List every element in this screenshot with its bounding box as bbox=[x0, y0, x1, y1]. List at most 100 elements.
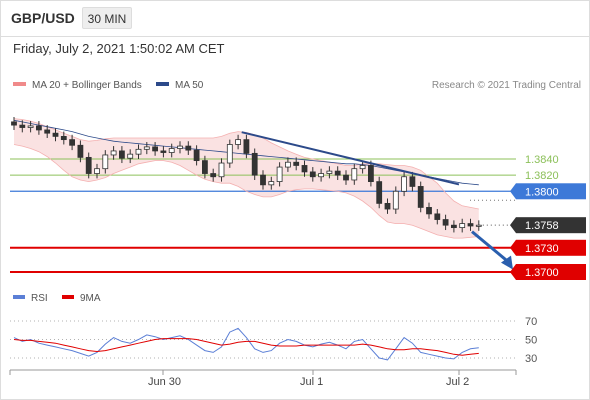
legend-rsi-ma: 9MA bbox=[62, 293, 101, 304]
candle-body bbox=[110, 150, 117, 156]
candle-body bbox=[168, 148, 175, 153]
legend-ma50: MA 50 bbox=[156, 80, 203, 91]
level-1-3700-tag-bg bbox=[516, 263, 586, 280]
candle-body bbox=[135, 148, 142, 155]
candle-body bbox=[326, 170, 333, 174]
legend-bollinger: MA 20 + Bollinger Bands bbox=[13, 80, 142, 91]
level-1-3800-tag: 1.3800 bbox=[525, 186, 559, 198]
bollinger-lower-line bbox=[13, 144, 479, 239]
candle-body bbox=[318, 173, 325, 178]
candle-body bbox=[127, 153, 134, 159]
candle-body bbox=[160, 150, 167, 153]
candle-body bbox=[284, 161, 291, 168]
candle-body bbox=[102, 154, 109, 170]
level-1-3758-tag-pointer bbox=[510, 217, 516, 234]
level-1-3730-tag-bg bbox=[516, 239, 586, 256]
candle-body bbox=[343, 174, 349, 181]
candle-body bbox=[193, 149, 200, 162]
candle-body bbox=[19, 124, 26, 128]
candle-body bbox=[426, 207, 432, 215]
candle-body bbox=[52, 132, 59, 137]
candle-body bbox=[210, 173, 217, 178]
level-1-3840-tag: 1.3840 bbox=[525, 154, 559, 166]
candle-body bbox=[367, 165, 374, 182]
candle-body bbox=[268, 181, 275, 186]
candle-body bbox=[243, 139, 250, 154]
candle-body bbox=[226, 144, 233, 164]
candle-body bbox=[276, 166, 283, 182]
top-bar: GBP/USD 30 MIN bbox=[0, 0, 590, 37]
candle-body bbox=[434, 213, 441, 220]
timeframe-button[interactable]: 30 MIN bbox=[82, 7, 132, 29]
legend-rsi: RSI bbox=[13, 293, 48, 304]
rsi-ma-line bbox=[13, 338, 479, 356]
candle-body bbox=[235, 139, 242, 145]
rsi-axis-label: 30 bbox=[525, 353, 537, 365]
bollinger-legend-label: MA 20 + Bollinger Bands bbox=[32, 80, 142, 91]
candle-body bbox=[409, 176, 416, 187]
level-1-3700-tag-pointer bbox=[510, 263, 516, 280]
candle-body bbox=[309, 171, 316, 178]
candle-body bbox=[450, 224, 457, 229]
candle-body bbox=[334, 170, 341, 176]
candle-body bbox=[442, 219, 449, 226]
symbol-label: GBP/USD bbox=[11, 10, 75, 26]
candle-body bbox=[94, 168, 100, 174]
level-1-3800-tag-pointer bbox=[510, 183, 516, 200]
level-1-3758-tag: 1.3758 bbox=[525, 220, 559, 232]
candle-body bbox=[60, 136, 67, 141]
candle-body bbox=[177, 145, 183, 149]
level-1-3758-tag-bg bbox=[516, 217, 586, 234]
x-label-jul2: Jul 2 bbox=[446, 376, 470, 388]
x-label-jul1: Jul 1 bbox=[300, 376, 324, 388]
candle-body bbox=[459, 223, 466, 229]
candle-body bbox=[293, 161, 300, 166]
bollinger-band-fill bbox=[14, 118, 479, 239]
candle-body bbox=[152, 146, 159, 152]
candle-body bbox=[85, 156, 92, 174]
ma50-swatch bbox=[156, 82, 169, 87]
candle-body bbox=[27, 125, 34, 128]
candle-body bbox=[467, 223, 474, 227]
research-credit: Research © 2021 Trading Central bbox=[431, 80, 581, 91]
rsi-swatch bbox=[13, 295, 25, 300]
candle-body bbox=[384, 202, 391, 210]
trendline bbox=[241, 131, 460, 186]
candle-body bbox=[77, 144, 84, 158]
forecast-arrow-head bbox=[501, 255, 513, 270]
bollinger-swatch bbox=[13, 82, 26, 87]
candle-body bbox=[251, 152, 258, 176]
forecast-arrow-shaft bbox=[471, 230, 509, 263]
rsi-ma-legend-label: 9MA bbox=[80, 293, 101, 304]
rsi-legend-label: RSI bbox=[31, 293, 48, 304]
level-1-3730-tag-pointer bbox=[510, 239, 516, 256]
level-1-3800-tag-bg bbox=[516, 183, 586, 200]
candle-body bbox=[218, 162, 225, 178]
candle-body bbox=[185, 145, 192, 151]
candle-body bbox=[119, 150, 125, 159]
level-1-3730-tag: 1.3730 bbox=[525, 243, 559, 255]
candle-body bbox=[475, 224, 482, 227]
candle-body bbox=[69, 139, 75, 146]
rsi-axis-label: 70 bbox=[525, 316, 537, 328]
x-label-jun30: Jun 30 bbox=[148, 376, 182, 388]
level-1-3820-tag: 1.3820 bbox=[525, 170, 559, 182]
datetime-label: Friday, July 2, 2021 1:50:02 AM CET bbox=[13, 41, 225, 56]
candle-body bbox=[201, 160, 208, 174]
level-1-3700-tag: 1.3700 bbox=[525, 267, 559, 279]
candle-body bbox=[417, 186, 424, 208]
candle-body bbox=[11, 121, 17, 126]
candle-body bbox=[44, 129, 51, 134]
candle-body bbox=[351, 168, 358, 181]
rsi-ma-swatch bbox=[62, 295, 74, 300]
rsi-axis-label: 50 bbox=[525, 335, 537, 347]
rsi-line bbox=[13, 327, 479, 361]
candle-body bbox=[36, 125, 42, 131]
candle-body bbox=[359, 165, 366, 170]
candle-body bbox=[260, 174, 266, 186]
ma50-legend-label: MA 50 bbox=[175, 80, 204, 91]
candle-body bbox=[301, 165, 308, 173]
candle-body bbox=[392, 190, 399, 210]
candle-body bbox=[143, 146, 150, 150]
candle-body bbox=[401, 176, 408, 192]
